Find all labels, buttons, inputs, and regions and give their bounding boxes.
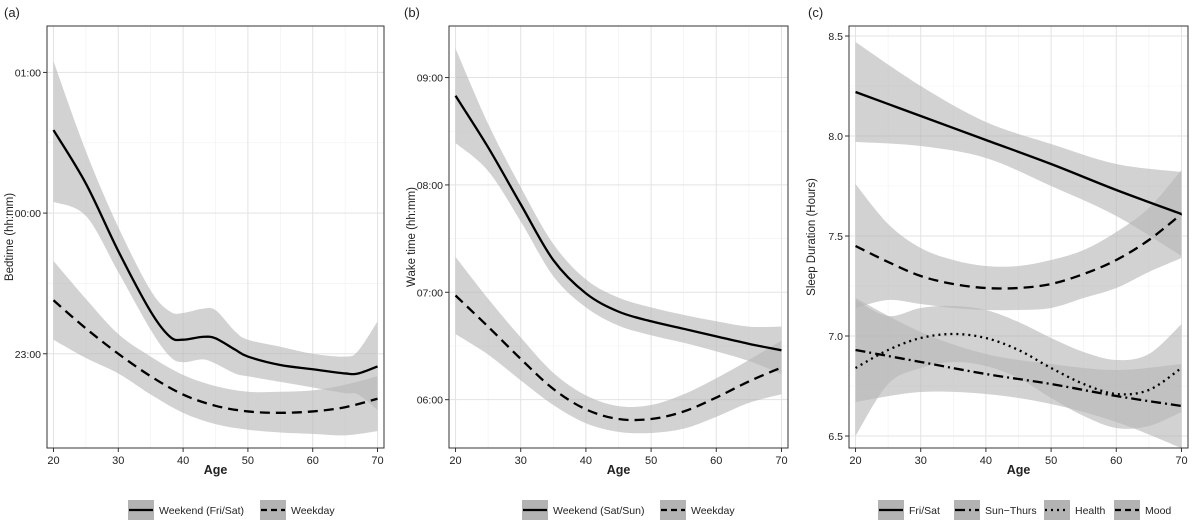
legend-key-2 [954, 500, 980, 520]
confidence-band-1 [455, 48, 782, 374]
legend-entry-1: Weekend (Sat/Sun) [522, 500, 644, 520]
y-tick-label: 8.5 [828, 31, 843, 43]
x-tick-label: 70 [775, 455, 787, 467]
confidence-band-2 [455, 256, 782, 434]
series-line-2 [855, 348, 1182, 408]
y-tick-label: 01:00 [15, 67, 41, 79]
confidence-band-3 [855, 300, 1182, 436]
y-tick-label: 07:00 [417, 287, 443, 299]
legend-label-2: Sun−Thurs [985, 505, 1037, 517]
x-tick-label: 20 [449, 455, 461, 467]
y-tick-label: 06:00 [417, 395, 443, 407]
panel-border [46, 25, 385, 449]
confidence-band-2 [53, 260, 378, 436]
panel-c: (c) 20 30 40 50 60 70 6.5 7.0 7.5 8.0 8.5 Age Sleep … [806, 5, 1189, 520]
x-tick-label: 20 [849, 455, 861, 467]
x-axis-title: Age [204, 463, 228, 477]
series-line-2 [454, 294, 782, 422]
y-tick-label: 7.5 [828, 231, 843, 243]
x-tick-label: 60 [710, 455, 722, 467]
x-axis-title: Age [1007, 463, 1031, 477]
y-tick-label: 09:00 [417, 73, 443, 85]
panel-label-c: (c) [808, 5, 823, 20]
confidence-band-1 [53, 61, 378, 411]
legend-entry-3: Health [1044, 500, 1106, 520]
legend-entry-4: Mood [1114, 500, 1171, 520]
x-tick-label: 40 [980, 455, 992, 467]
x-tick-label: 40 [177, 455, 189, 467]
panel-border [848, 25, 1189, 449]
y-tick-label: 8.0 [828, 131, 843, 143]
series-line-2 [52, 299, 378, 414]
legend-entry-2: Weekday [660, 500, 735, 520]
legend-label-3: Health [1075, 505, 1106, 517]
x-tick-label: 30 [915, 455, 927, 467]
legend-label-1: Weekend (Fri/Sat) [159, 505, 244, 517]
panel-border [448, 25, 789, 449]
y-tick-label: 23:00 [15, 349, 41, 361]
legend-entry-2: Sun−Thurs [954, 500, 1037, 520]
panel-label-b: (b) [404, 5, 420, 20]
series-line-3 [854, 332, 1183, 396]
series-line-1 [454, 95, 782, 352]
legend-entry-1: Weekend (Fri/Sat) [128, 500, 244, 520]
legend-entry-1: Fri/Sat [878, 500, 940, 520]
x-tick-label: 70 [371, 455, 383, 467]
confidence-band-1 [855, 42, 1182, 256]
y-axis-title: Sleep Duration (Hours) [806, 178, 818, 296]
x-tick-label: 30 [112, 455, 124, 467]
y-tick-label: 08:00 [417, 180, 443, 192]
y-tick-label: 6.5 [828, 431, 843, 443]
confidence-band-4 [855, 170, 1182, 311]
x-axis-title: Age [607, 463, 631, 477]
x-tick-label: 70 [1175, 455, 1187, 467]
x-tick-label: 50 [1045, 455, 1057, 467]
y-axis-title: Wake time (hh:mm) [406, 187, 418, 287]
x-tick-label: 40 [580, 455, 592, 467]
x-tick-label: 20 [47, 455, 59, 467]
y-tick-label: 7.0 [828, 331, 843, 343]
x-tick-label: 50 [645, 455, 657, 467]
legend-label-2: Weekday [291, 505, 335, 517]
y-tick-label: 00:00 [15, 208, 41, 220]
legend-label-1: Weekend (Sat/Sun) [553, 505, 644, 517]
legend-label-2: Weekday [691, 505, 735, 517]
x-tick-label: 60 [1110, 455, 1122, 467]
legend-entry-2: Weekday [260, 500, 335, 520]
y-axis-title: Bedtime (hh:mm) [4, 193, 16, 281]
panel-a: (a) 20 30 40 50 60 70 23:00 00:00 01:00 Age Bedtim… [4, 5, 385, 520]
series-line-1 [855, 90, 1182, 216]
series-line-1 [52, 129, 378, 376]
legend-label-4: Mood [1145, 505, 1171, 517]
x-tick-label: 50 [242, 455, 254, 467]
panel-label-a: (a) [4, 5, 20, 20]
x-tick-label: 60 [307, 455, 319, 467]
panel-b: (b) 20 30 40 50 60 70 06:00 07:00 08:00 09:00 Age W… [404, 5, 789, 520]
legend-label-1: Fri/Sat [909, 505, 940, 517]
x-tick-label: 30 [515, 455, 527, 467]
